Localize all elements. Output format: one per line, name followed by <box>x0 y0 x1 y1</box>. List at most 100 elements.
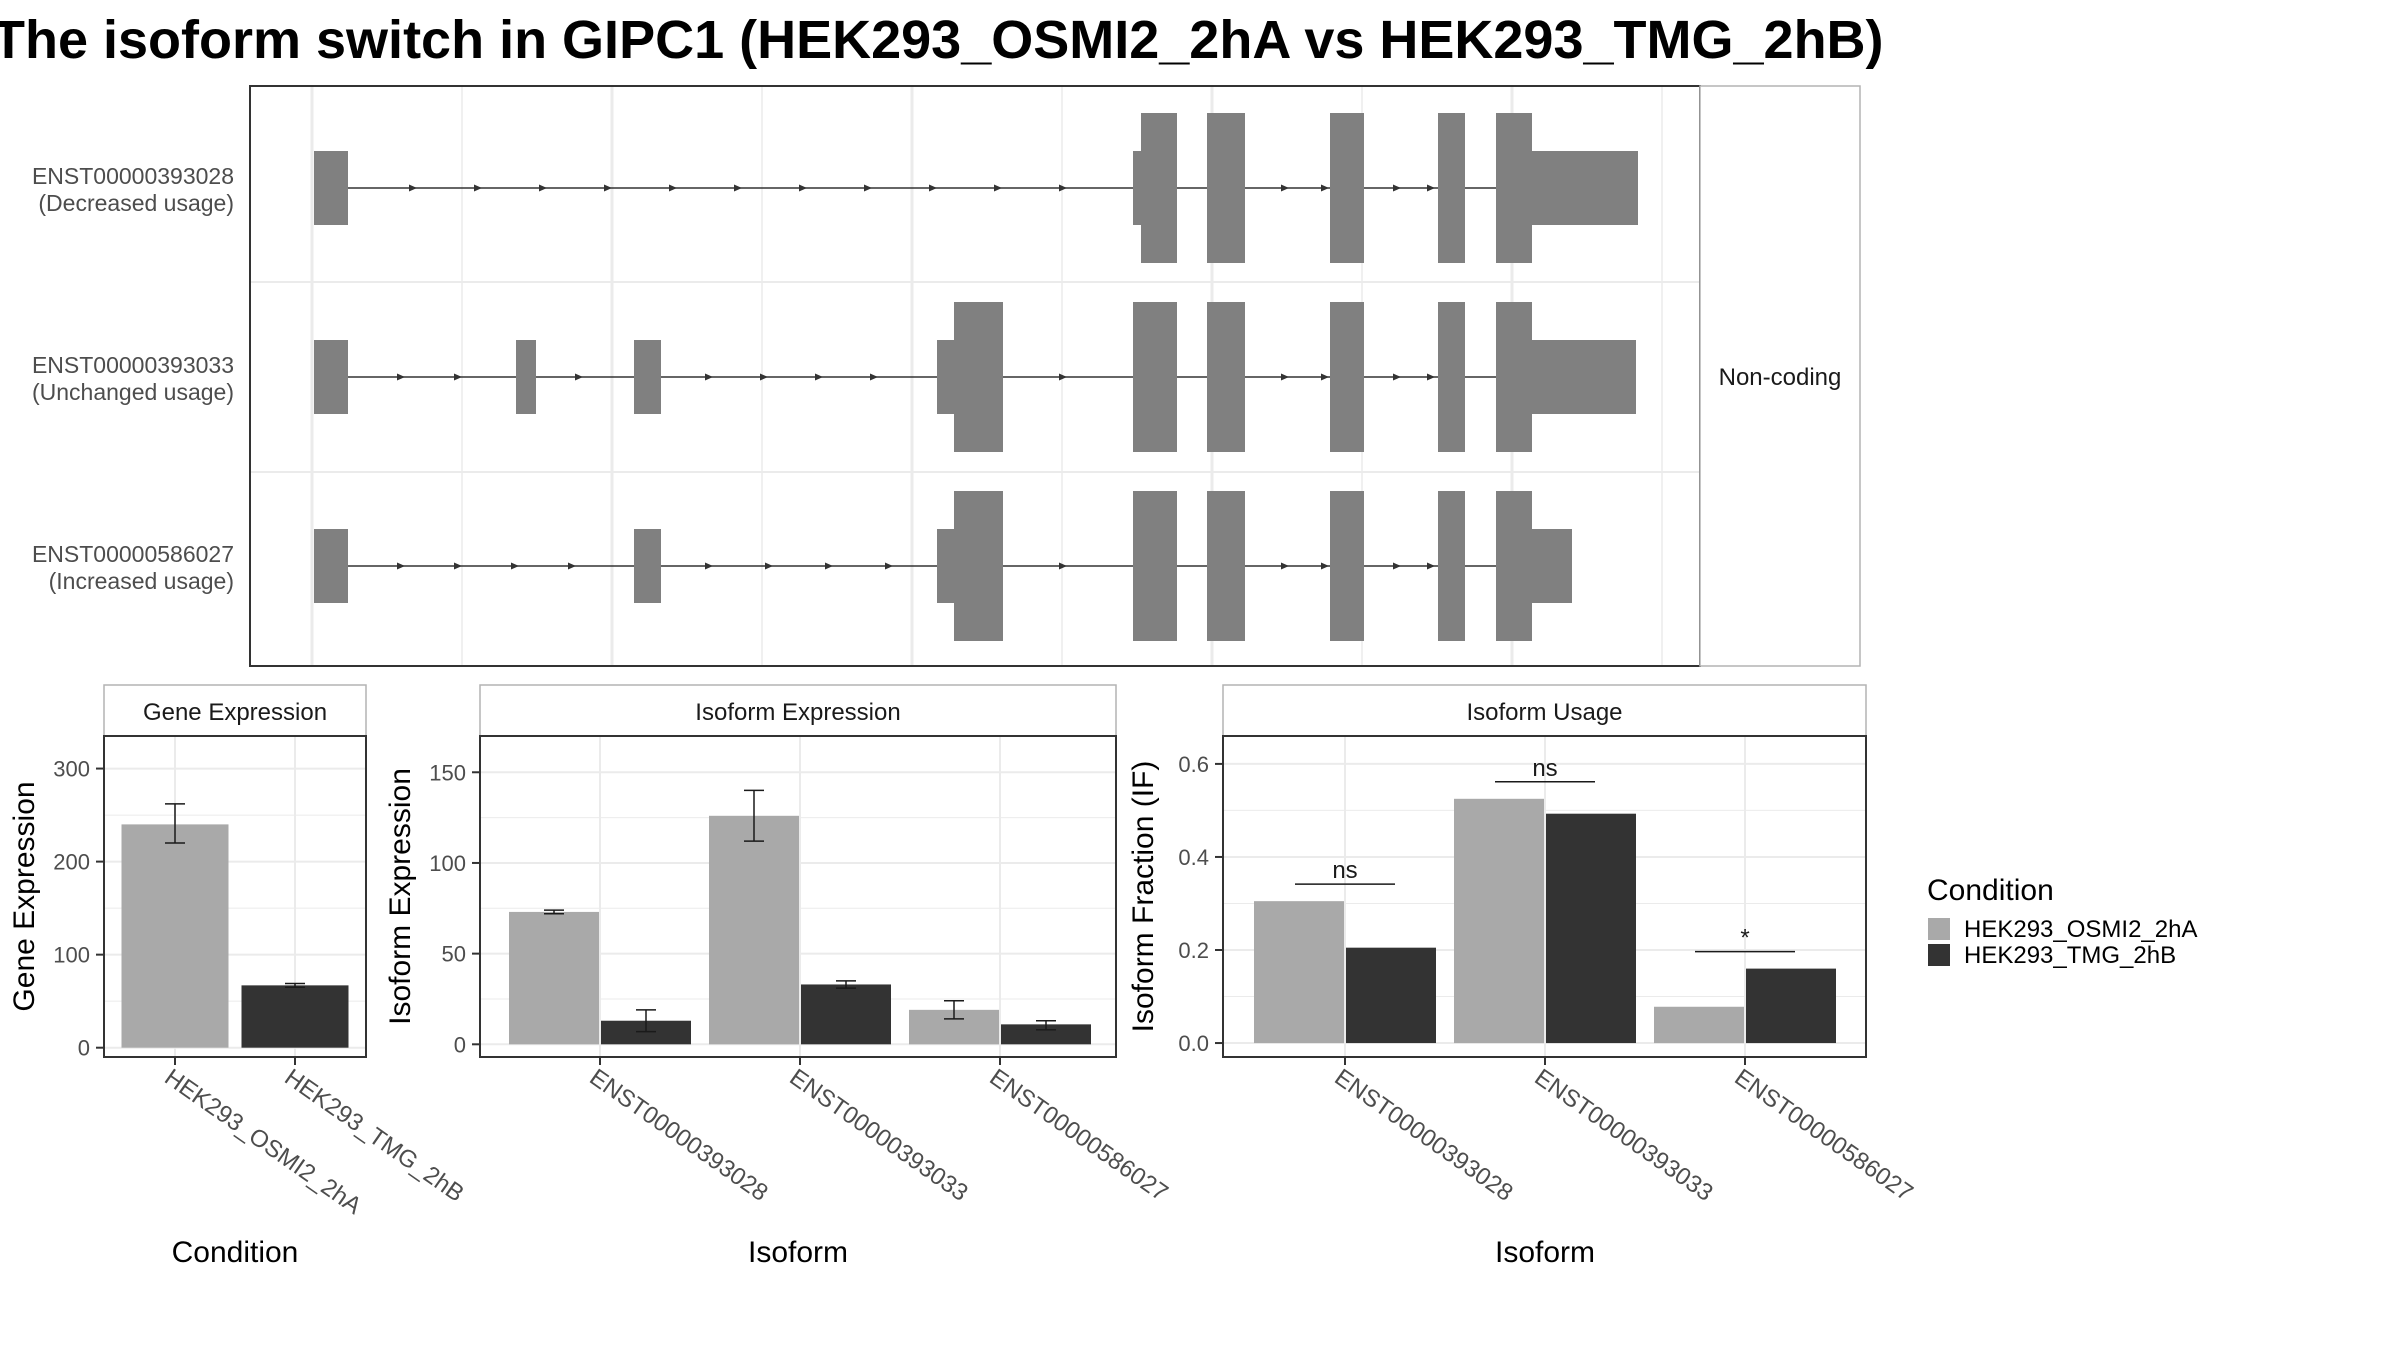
exon-block <box>1438 113 1465 263</box>
strip-label-noncoding: Non-coding <box>1719 364 1842 391</box>
intron-arrow <box>705 373 713 381</box>
error-bar <box>636 1009 656 1033</box>
intron-arrow <box>1393 562 1401 570</box>
error-bar <box>944 1000 964 1020</box>
intron-arrow <box>929 184 937 192</box>
transcript-usage-label: (Decreased usage) <box>38 190 234 216</box>
bar-ENST00000393033-tmg <box>1546 813 1636 1044</box>
exon-block <box>954 302 1003 452</box>
y-tick-label: 300 <box>53 757 90 782</box>
intron-arrow <box>1059 562 1067 570</box>
legend-label-osmi2: HEK293_OSMI2_2hA <box>1964 916 2197 943</box>
error-bar <box>1036 1019 1056 1031</box>
exon-block <box>516 340 536 414</box>
intron-arrow <box>1427 562 1435 570</box>
intron-arrow <box>604 184 612 192</box>
error-bar <box>836 980 856 989</box>
bar-ENST00000393028-tmg <box>1346 947 1436 1044</box>
exon-block <box>1532 340 1636 414</box>
x-tick-label: HEK293_OSMI2_2hA <box>160 1064 367 1220</box>
gene-expression-strip <box>103 684 367 737</box>
error-bar <box>165 803 185 844</box>
exon-block <box>1496 302 1532 452</box>
isoform-usage-panel: Isoform Usage ns ns * 0.0 0.2 0.4 0.6 Isoform Fr… <box>1127 684 1918 1269</box>
transcript-track <box>314 113 1638 263</box>
isoform-expression-panel-border <box>479 735 1117 1058</box>
transcript-usage-label: (Unchanged usage) <box>32 379 234 405</box>
gene-expression-strip-title: Gene Expression <box>143 699 327 726</box>
intron-arrow <box>1427 184 1435 192</box>
intron-arrow <box>1321 373 1329 381</box>
bar-ENST00000586027-osmi2 <box>1654 1006 1744 1044</box>
significance-label: ns <box>1532 755 1557 782</box>
error-bar <box>285 982 305 988</box>
intron-arrow <box>765 562 773 570</box>
exon-block <box>1133 302 1177 452</box>
intron-arrow <box>1281 373 1289 381</box>
intron-arrow <box>870 373 878 381</box>
exon-block <box>1532 151 1638 225</box>
isoform-expression-y-title: Isoform Expression <box>384 768 417 1025</box>
x-tick-label: ENST00000393028 <box>585 1064 773 1207</box>
intron-arrow <box>409 184 417 192</box>
exon-block <box>314 529 348 603</box>
exon-block <box>954 491 1003 641</box>
intron-arrow <box>705 562 713 570</box>
exon-block <box>1141 113 1177 263</box>
exon-block <box>1207 302 1245 452</box>
x-tick-label: ENST00000586027 <box>985 1064 1173 1207</box>
bar-ENST00000393028-tmg <box>601 1020 691 1045</box>
intron-arrow <box>1393 184 1401 192</box>
y-tick-label: 200 <box>53 850 90 875</box>
exon-block <box>1496 113 1532 263</box>
intron-arrow <box>734 184 742 192</box>
legend-swatch-tmg <box>1928 944 1950 966</box>
exon-block <box>1496 491 1532 641</box>
y-tick-label: 0.6 <box>1178 752 1209 777</box>
exon-block <box>937 529 954 603</box>
isoform-usage-strip <box>1222 684 1867 737</box>
bar-HEK293_OSMI2_2hA-osmi2 <box>121 824 229 1048</box>
bar-ENST00000393033-osmi2 <box>1454 798 1544 1044</box>
intron-arrow <box>539 184 547 192</box>
bar-ENST00000586027-tmg <box>1001 1024 1091 1045</box>
gene-expression-y-title: Gene Expression <box>8 781 41 1011</box>
error-bar <box>544 909 564 915</box>
exon-block <box>634 529 661 603</box>
exon-block <box>1330 491 1364 641</box>
significance-label: ns <box>1332 857 1357 884</box>
transcript-track <box>314 491 1572 641</box>
bar-ENST00000393033-tmg <box>801 984 891 1045</box>
exon-block <box>1330 302 1364 452</box>
exon-block <box>634 340 661 414</box>
intron-arrow <box>575 373 583 381</box>
exon-block <box>1438 302 1465 452</box>
intron-arrow <box>669 184 677 192</box>
bar-ENST00000393033-osmi2 <box>709 815 799 1045</box>
y-tick-label: 100 <box>53 943 90 968</box>
transcript-id-label: ENST00000586027 <box>32 541 234 567</box>
exon-block <box>937 340 954 414</box>
exon-block <box>314 151 348 225</box>
exon-block <box>1438 491 1465 641</box>
transcript-structure-panel: Non-coding ENST00000393028(Decreased usa… <box>32 85 1861 667</box>
transcript-track <box>314 302 1636 452</box>
intron-arrow <box>815 373 823 381</box>
intron-arrow <box>397 562 405 570</box>
isoform-expression-strip <box>479 684 1117 737</box>
strip-box <box>1699 85 1861 667</box>
transcript-id-label: ENST00000393028 <box>32 163 234 189</box>
exon-block <box>1133 491 1177 641</box>
gene-expression-panel-border <box>103 735 367 1058</box>
x-tick-label: ENST00000393028 <box>1330 1064 1518 1207</box>
y-tick-label: 100 <box>429 851 466 876</box>
x-tick-label: ENST00000393033 <box>1530 1064 1718 1207</box>
y-tick-label: 50 <box>442 942 466 967</box>
isoform-expression-x-title: Isoform <box>748 1236 848 1269</box>
intron-arrow <box>397 373 405 381</box>
isoform-usage-x-title: Isoform <box>1495 1236 1595 1269</box>
legend-label-tmg: HEK293_TMG_2hB <box>1964 942 2176 969</box>
exon-block <box>1532 529 1572 603</box>
intron-arrow <box>1427 373 1435 381</box>
